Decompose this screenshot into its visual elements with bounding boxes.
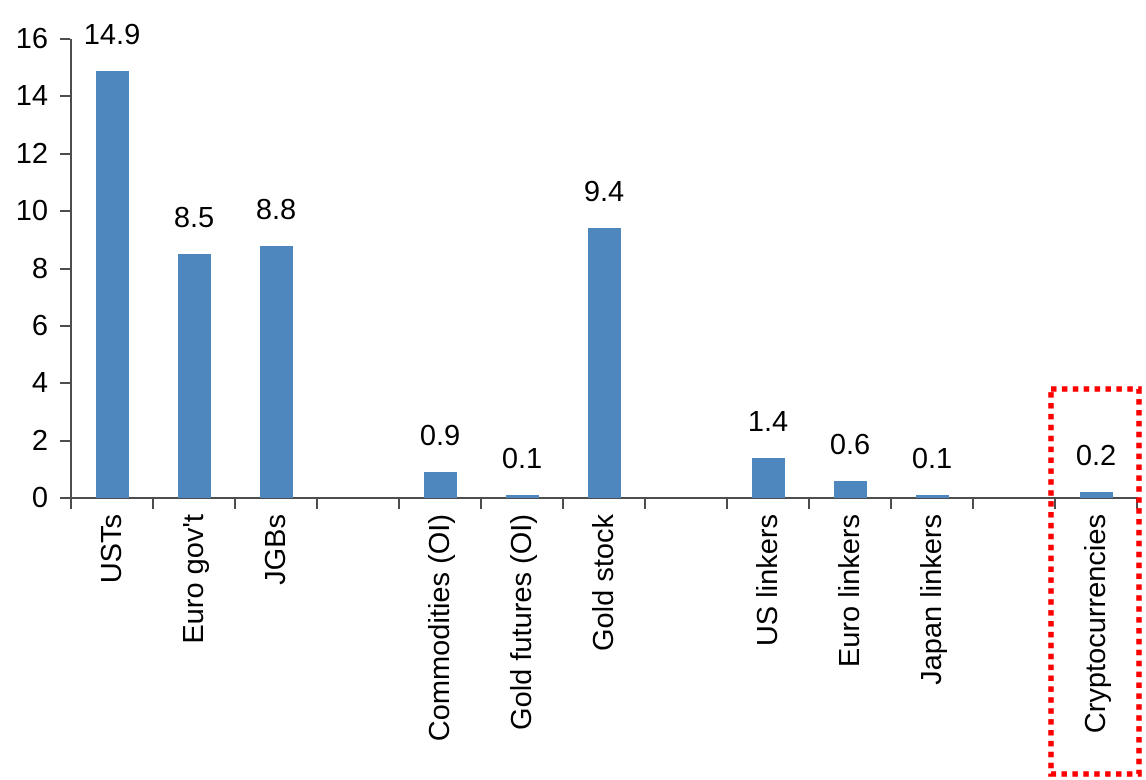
category-label: Euro gov't <box>178 514 210 644</box>
bar <box>177 254 211 498</box>
bar-value-label: 8.8 <box>255 193 297 226</box>
bar <box>505 495 539 498</box>
category-label: Gold futures (OI) <box>506 514 538 730</box>
y-tick <box>60 439 70 442</box>
y-tick-label: 4 <box>31 367 48 400</box>
category-label: Commodities (OI) <box>424 514 456 742</box>
y-tick-label: 16 <box>15 23 48 55</box>
category-label: Japan linkers <box>916 514 948 685</box>
x-tick <box>808 498 810 509</box>
x-tick <box>726 498 728 509</box>
bar-value-label: 9.4 <box>583 176 625 209</box>
y-tick <box>60 152 70 155</box>
x-tick <box>480 498 482 509</box>
category-label: US linkers <box>752 514 784 647</box>
highlight-box <box>1048 386 1142 777</box>
bar <box>833 480 867 498</box>
x-tick <box>972 498 974 509</box>
bar-value-label: 14.9 <box>83 18 141 51</box>
x-tick <box>1136 498 1138 509</box>
x-tick <box>1054 498 1056 509</box>
bar <box>95 70 129 498</box>
bar-value-label: 0.2 <box>1075 440 1117 473</box>
bar-value-label: 0.1 <box>911 443 953 476</box>
y-tick-label: 2 <box>31 424 48 457</box>
x-tick <box>316 498 318 509</box>
category-label: JGBs <box>260 514 292 585</box>
y-tick <box>60 497 70 499</box>
category-label: Euro linkers <box>834 514 866 668</box>
x-tick <box>152 498 154 509</box>
bar <box>915 495 949 498</box>
x-tick <box>234 498 236 509</box>
bar-value-label: 8.5 <box>173 202 215 235</box>
bar-value-label: 0.1 <box>501 443 543 476</box>
y-tick <box>60 38 70 40</box>
x-tick <box>562 498 564 509</box>
y-tick-label: 12 <box>15 137 48 170</box>
x-tick <box>890 498 892 509</box>
y-axis <box>70 39 72 499</box>
y-tick-label: 14 <box>15 80 48 113</box>
bar <box>751 457 785 498</box>
bar <box>423 472 457 498</box>
y-tick <box>60 95 70 98</box>
x-tick <box>70 498 72 509</box>
y-tick <box>60 267 70 270</box>
bar <box>259 245 293 498</box>
category-label: USTs <box>96 514 128 584</box>
bar-value-label: 1.4 <box>747 405 789 438</box>
y-tick-label: 8 <box>31 252 48 285</box>
category-label: Gold stock <box>588 514 620 651</box>
bar-value-label: 0.9 <box>419 420 461 453</box>
y-tick-label: 0 <box>31 482 48 514</box>
y-tick <box>60 324 70 327</box>
y-tick-label: 6 <box>31 309 48 342</box>
bar <box>1079 492 1113 498</box>
x-tick <box>644 498 646 509</box>
x-tick <box>398 498 400 509</box>
bar-value-label: 0.6 <box>829 428 871 461</box>
bar <box>587 228 621 498</box>
highlight-box-outline <box>1048 386 1142 777</box>
y-tick <box>60 210 70 213</box>
y-tick <box>60 382 70 385</box>
x-axis <box>70 497 1138 499</box>
y-tick-label: 10 <box>15 195 48 228</box>
